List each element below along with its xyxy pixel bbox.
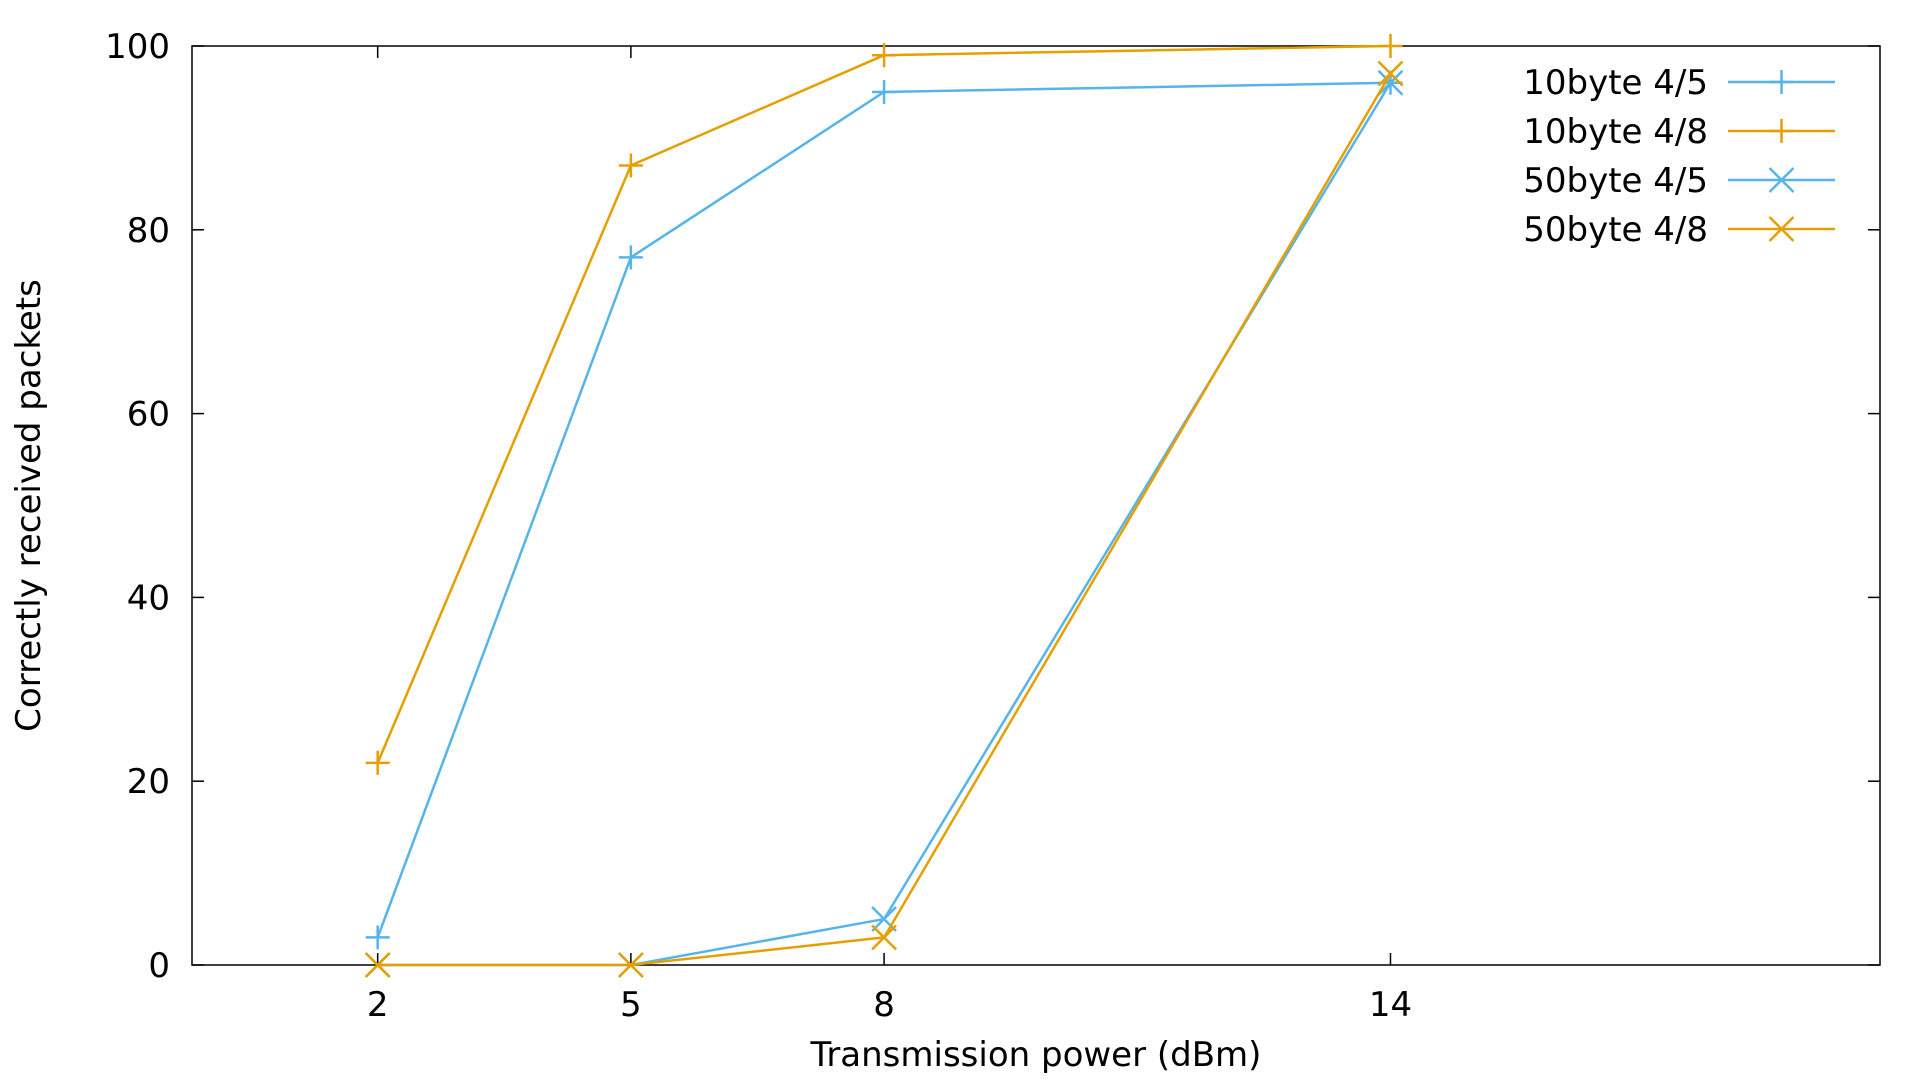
data-point	[872, 79, 897, 104]
x-tick-label: 2	[367, 985, 389, 1025]
legend: 10byte 4/5 10byte 4/8 50byte 4/5 50byte 4/8	[1523, 63, 1835, 250]
y-tick-label: 80	[127, 211, 170, 251]
legend-marker	[1768, 216, 1795, 242]
series-line	[377, 82, 1392, 967]
legend-item: 10byte 4/5	[1523, 63, 1835, 103]
series-line	[377, 72, 1392, 967]
series-4	[364, 60, 1404, 978]
data-point	[1377, 69, 1404, 96]
x-axis-title: Transmission power (dBm)	[810, 1035, 1262, 1075]
y-tick-label: 0	[148, 946, 170, 986]
data-point	[365, 750, 390, 775]
x-axis: 2 5 8 14	[367, 46, 1412, 1025]
data-point	[618, 245, 643, 270]
y-axis: 0 20 40 60 80 100	[105, 27, 1880, 986]
y-tick-label: 60	[127, 395, 170, 435]
legend-item: 10byte 4/8	[1523, 112, 1835, 152]
data-point	[617, 952, 644, 978]
legend-marker	[1768, 167, 1795, 193]
data-point	[364, 952, 391, 978]
data-point	[618, 153, 643, 178]
data-point	[1377, 60, 1404, 87]
data-point	[1378, 34, 1403, 58]
x-tick-label: 14	[1369, 985, 1412, 1025]
legend-marker	[1769, 70, 1794, 94]
legend-item: 50byte 4/5	[1523, 161, 1835, 201]
y-tick-label: 20	[127, 762, 170, 802]
x-tick-label: 8	[873, 985, 895, 1025]
plot-border	[191, 45, 1881, 966]
data-point	[871, 924, 897, 951]
plot-frame	[191, 45, 1881, 966]
legend-marker	[1769, 119, 1794, 143]
x-tick-label: 5	[620, 985, 642, 1025]
legend-item: 50byte 4/8	[1523, 210, 1835, 250]
data-point	[871, 906, 897, 932]
series-line	[376, 81, 1391, 938]
series-3	[364, 69, 1404, 978]
series-layer	[364, 34, 1404, 978]
legend-label: 10byte 4/5	[1523, 63, 1708, 103]
legend-label: 50byte 4/5	[1523, 161, 1708, 201]
y-axis-title: Correctly received packets	[9, 279, 49, 732]
legend-label: 10byte 4/8	[1523, 112, 1708, 152]
data-point	[872, 43, 897, 68]
series-2	[365, 34, 1403, 775]
series-line	[376, 44, 1391, 764]
y-tick-label: 100	[105, 27, 170, 67]
data-point	[365, 925, 390, 950]
y-tick-label: 40	[127, 578, 170, 618]
legend-label: 50byte 4/8	[1523, 210, 1708, 250]
series-1	[365, 70, 1403, 950]
